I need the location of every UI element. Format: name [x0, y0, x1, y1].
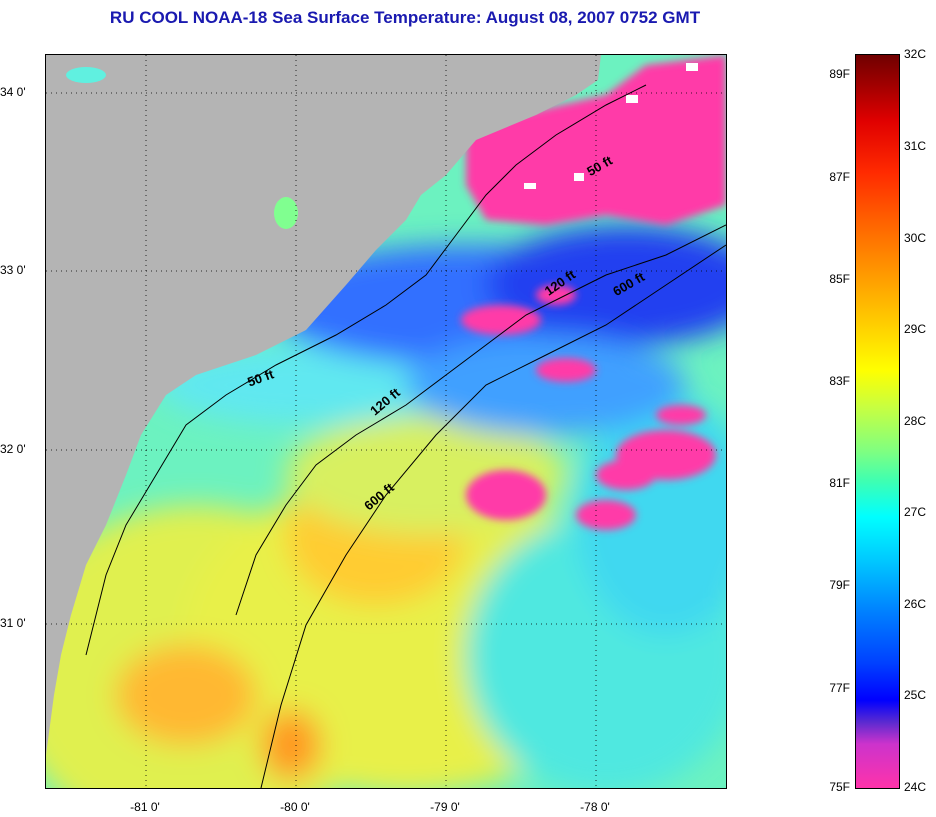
sst-field [46, 225, 726, 788]
map-title: RU COOL NOAA-18 Sea Surface Temperature:… [109, 8, 701, 27]
colorbar-c-label: 24C [904, 780, 927, 794]
temperature-colorbar [855, 54, 900, 789]
island [274, 197, 298, 229]
lat-label: 31 0' [0, 616, 26, 630]
lon-label: -78 0' [580, 800, 610, 814]
lat-label: 32 0' [0, 442, 26, 456]
lon-label: -81 0' [130, 800, 160, 814]
land [46, 55, 601, 755]
colorbar-c-label: 26C [904, 597, 927, 611]
colorbar-f-label: 77F [829, 681, 850, 695]
cloud-specks [524, 63, 698, 189]
colorbar-c-label: 28C [904, 414, 927, 428]
colorbar-f-label: 79F [829, 578, 850, 592]
contour-600ft [260, 244, 726, 788]
contour-120ft [235, 224, 726, 616]
island-north [66, 67, 106, 83]
colorbar-c-label: 27C [904, 505, 927, 519]
lat-label: 34 0' [0, 85, 26, 99]
colorbar-f-label: 85F [829, 272, 850, 286]
colorbar-c-label: 32C [904, 47, 927, 61]
colorbar-f-label: 87F [829, 170, 850, 184]
lat-label: 33 0' [0, 263, 26, 277]
colorbar-c-label: 29C [904, 322, 927, 336]
lon-label: -80 0' [280, 800, 310, 814]
colorbar-c-label: 25C [904, 688, 927, 702]
colorbar-f-label: 75F [829, 780, 850, 794]
depth-contours [85, 84, 726, 788]
sst-map-canvas [46, 55, 726, 788]
colorbar-c-label: 31C [904, 139, 927, 153]
colorbar-f-label: 83F [829, 374, 850, 388]
contour-50ft [85, 84, 647, 656]
sst-map[interactable] [45, 54, 727, 789]
colorbar-c-label: 30C [904, 231, 927, 245]
colorbar-f-label: 89F [829, 67, 850, 81]
grid [46, 55, 726, 788]
colorbar-f-label: 81F [829, 476, 850, 490]
lon-label: -79 0' [430, 800, 460, 814]
